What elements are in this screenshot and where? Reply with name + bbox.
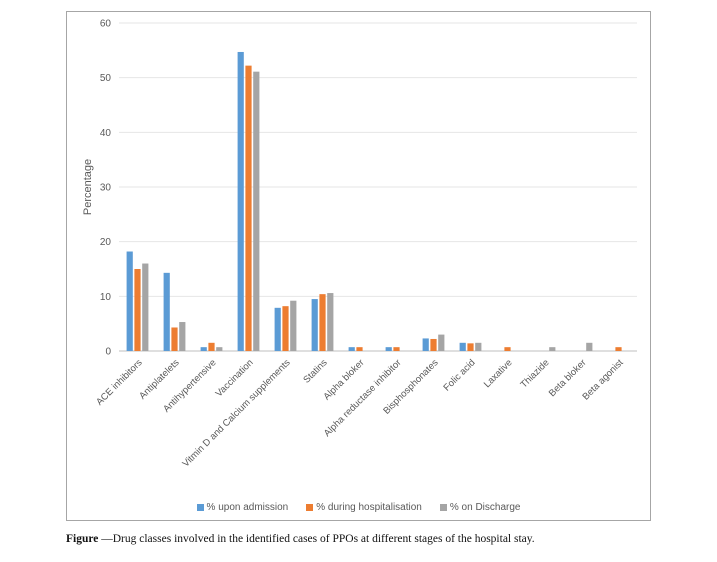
bars xyxy=(126,51,622,352)
x-tick-labels: ACE inhibitorsAntiplateletsAntihypertens… xyxy=(94,357,626,469)
y-tick-label: 20 xyxy=(100,237,112,248)
bar xyxy=(348,347,355,351)
x-tick-label: Thiazide xyxy=(518,357,551,390)
gridlines xyxy=(119,22,637,352)
x-tick-label: Folic acid xyxy=(441,357,477,393)
legend-swatch xyxy=(196,503,204,511)
x-tick-label: Statins xyxy=(301,357,329,385)
legend-swatch xyxy=(439,503,447,511)
y-tick-labels: 0 10 20 30 40 50 60 xyxy=(100,19,112,358)
bar xyxy=(327,293,334,351)
y-tick-label: 30 xyxy=(100,183,112,194)
y-tick-label: 60 xyxy=(100,19,112,30)
figure-caption: Figure —Drug classes involved in the ide… xyxy=(66,533,535,545)
caption-text: —Drug classes involved in the identified… xyxy=(98,533,535,545)
bar xyxy=(179,322,186,351)
bar xyxy=(549,347,556,351)
chart-frame xyxy=(66,11,651,521)
x-tick-label: ACE inhibitors xyxy=(94,357,145,408)
y-tick-label: 10 xyxy=(100,292,112,303)
bar xyxy=(385,347,392,351)
legend-item: % upon admission xyxy=(196,500,289,514)
bar xyxy=(475,342,482,351)
legend-item: % on Discharge xyxy=(439,500,521,514)
bar xyxy=(393,347,400,351)
bar xyxy=(504,347,511,351)
bar xyxy=(237,51,244,351)
y-tick-label: 40 xyxy=(100,128,112,139)
legend-item: % during hospitalisation xyxy=(306,500,422,514)
bar xyxy=(459,342,466,351)
caption-label: Figure xyxy=(66,533,99,545)
bar xyxy=(319,294,326,351)
bar xyxy=(438,334,445,351)
bar xyxy=(422,338,429,351)
bar xyxy=(200,347,207,351)
bar xyxy=(171,327,178,351)
bar xyxy=(282,306,289,351)
bar xyxy=(586,342,593,351)
bar xyxy=(290,300,297,351)
y-tick-label: 0 xyxy=(105,347,111,358)
bar xyxy=(253,71,260,352)
bar xyxy=(142,263,149,351)
legend-swatch xyxy=(306,503,314,511)
legend-label: % during hospitalisation xyxy=(316,501,422,513)
bar xyxy=(311,299,318,351)
bar xyxy=(208,342,215,351)
bar xyxy=(356,347,363,351)
bar xyxy=(274,307,281,351)
x-tick-label: Laxative xyxy=(482,357,515,390)
bar xyxy=(467,343,474,351)
bar xyxy=(134,269,141,351)
y-tick-label: 50 xyxy=(100,73,112,84)
legend: % upon admission % during hospitalisation… xyxy=(66,500,651,514)
bar xyxy=(615,347,622,351)
legend-label: % upon admission xyxy=(206,501,289,513)
legend-label: % on Discharge xyxy=(449,501,521,513)
bar xyxy=(126,251,133,351)
bar xyxy=(245,65,252,351)
bar xyxy=(216,347,223,351)
bar xyxy=(163,272,170,351)
bar xyxy=(430,338,437,351)
y-axis-label: Percentage xyxy=(82,159,94,215)
bar-chart: 0 10 20 30 40 50 60 ACE inhibitorsAntiplatelet… xyxy=(82,19,637,470)
